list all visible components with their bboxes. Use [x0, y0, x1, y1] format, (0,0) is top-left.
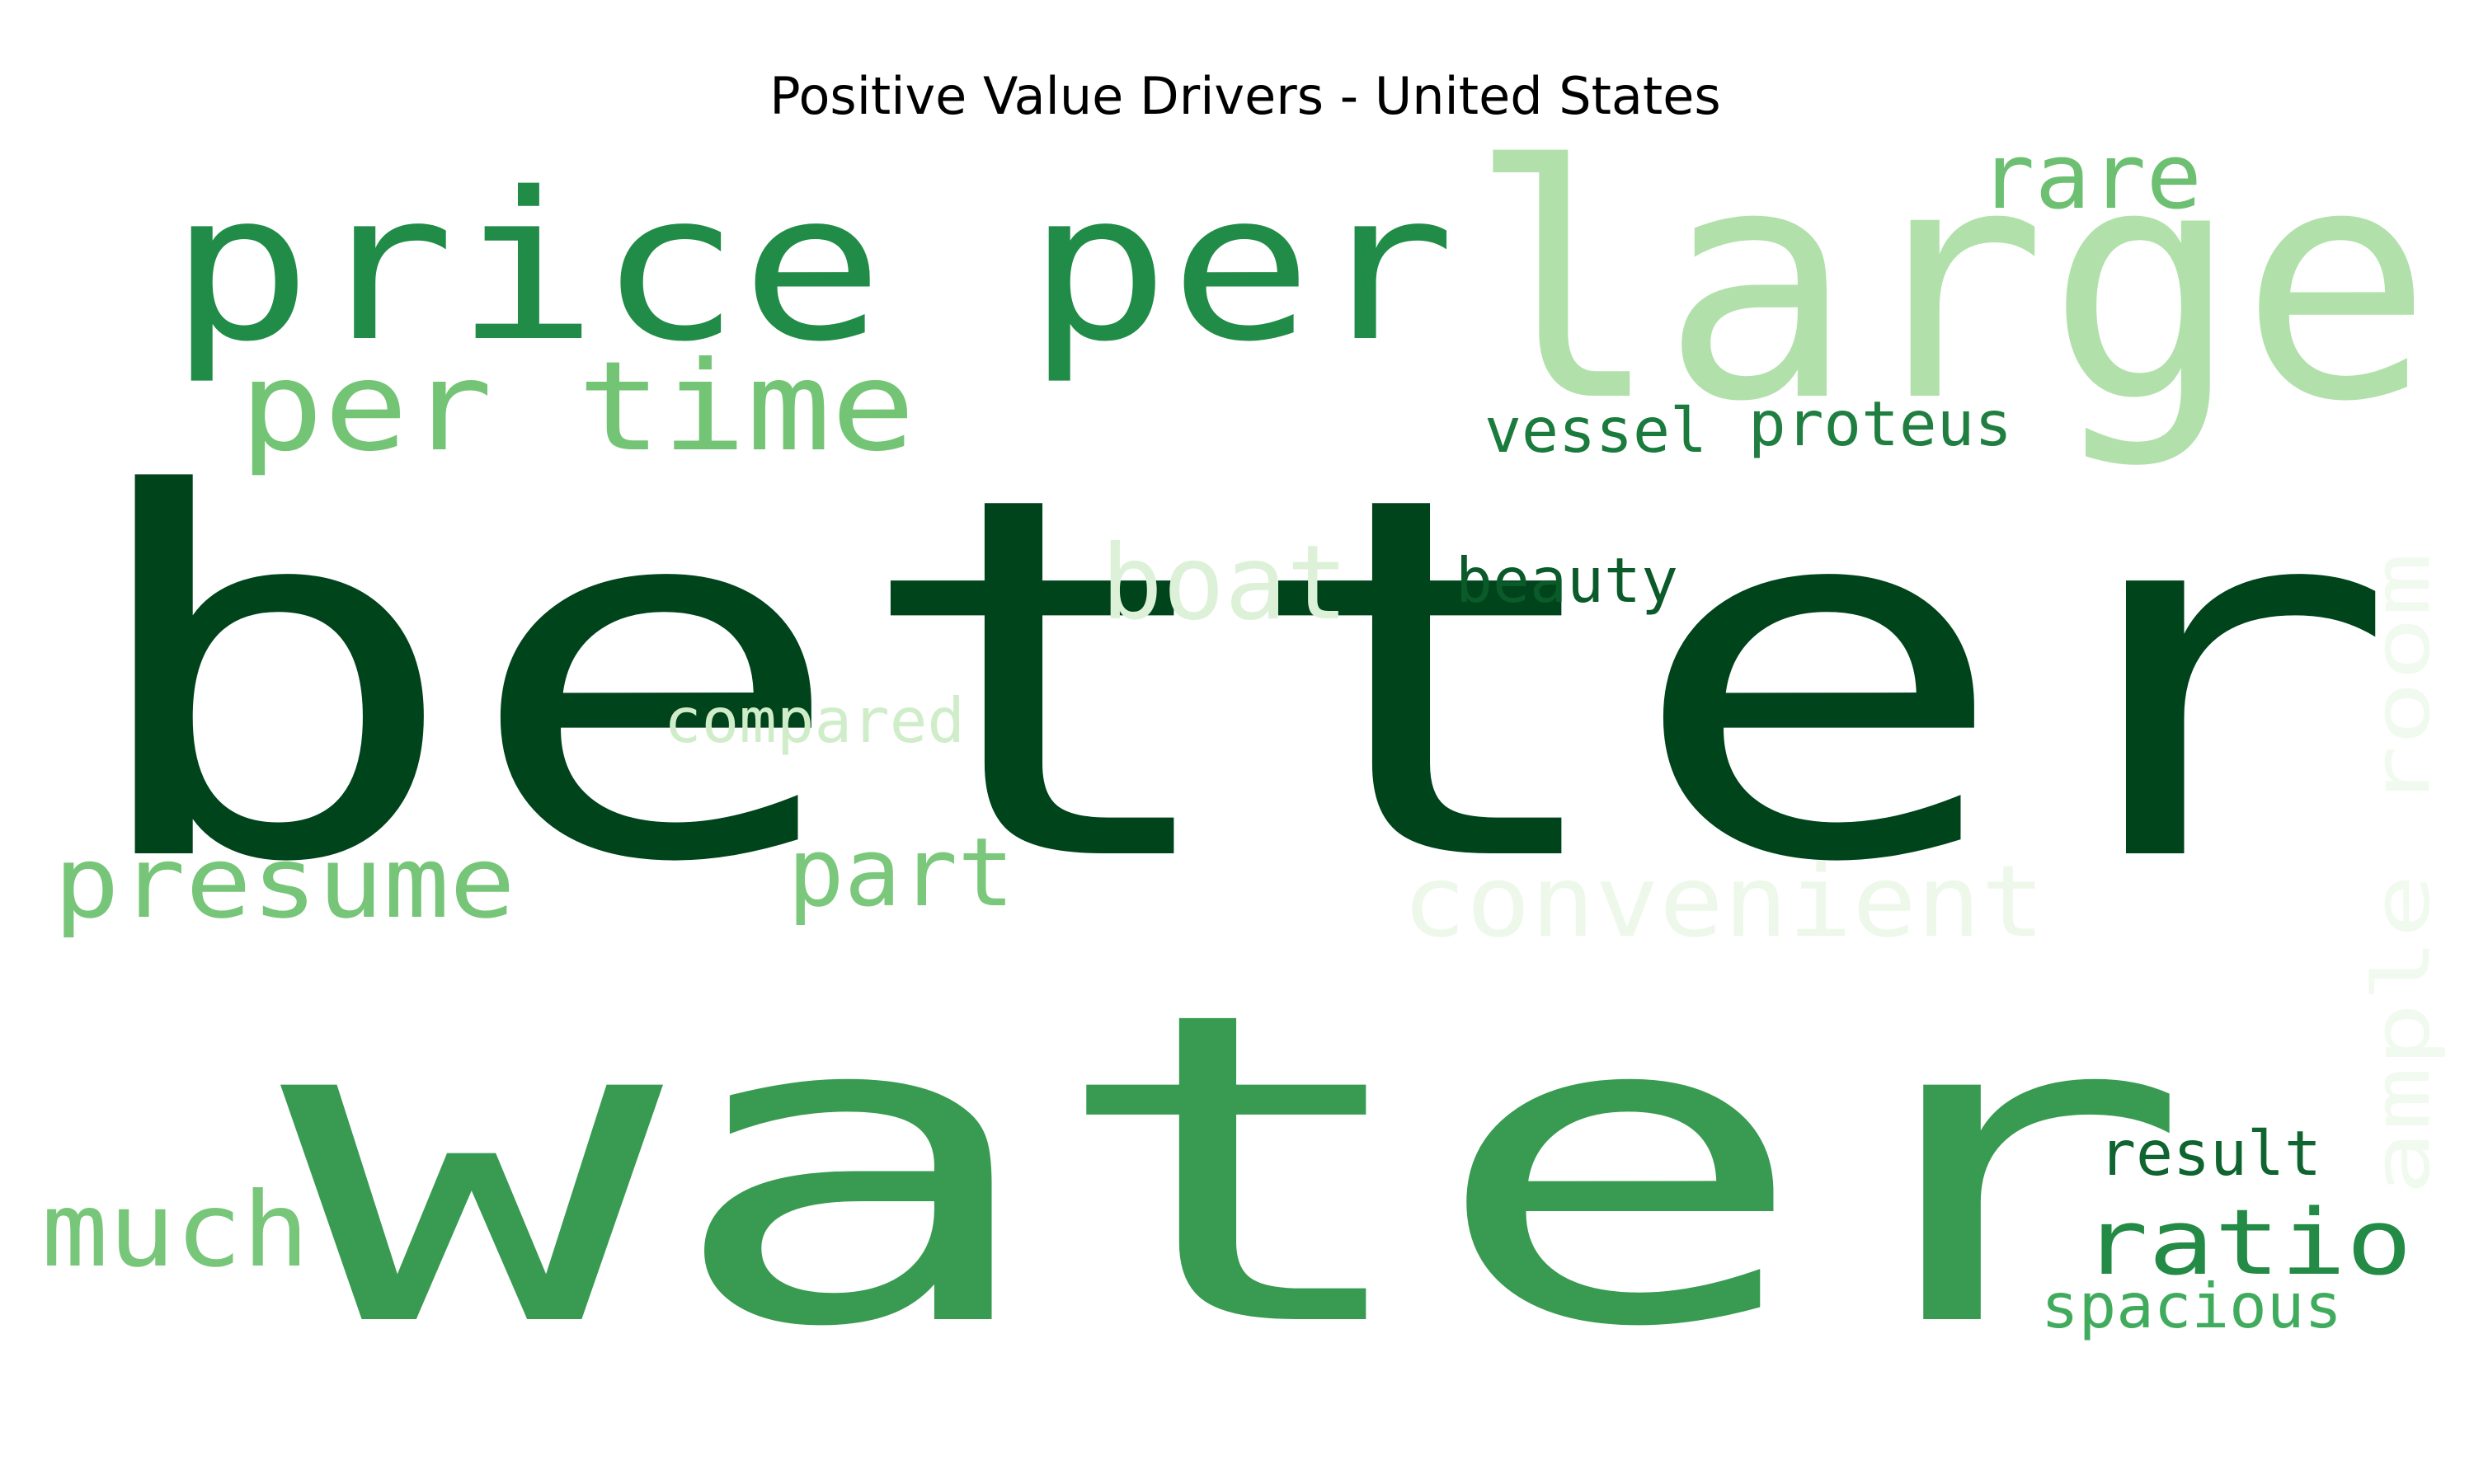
word-much: much [41, 1171, 309, 1290]
word-boat: boat [1101, 524, 1348, 643]
word-part: part [788, 818, 1014, 928]
word-presume: presume [54, 826, 515, 941]
word-spacious: spacious [2041, 1270, 2342, 1342]
word-vessel: vessel [1484, 394, 1707, 467]
word-water: water [280, 921, 2194, 1421]
word-rare: rare [1979, 124, 2202, 229]
word-result: result [2099, 1117, 2321, 1190]
word-convenient: convenient [1402, 845, 2045, 960]
word-beauty: beauty [1456, 544, 1678, 617]
word-per-time: per time [239, 336, 915, 479]
page-title: Positive Value Drivers - United States [769, 66, 1721, 126]
word-compared: compared [664, 684, 965, 757]
word-ratio: ratio [2082, 1190, 2412, 1295]
word-better: better [74, 390, 2400, 971]
word-proteus: proteus [1748, 387, 2012, 460]
word-price-per: price per [169, 149, 1456, 387]
word-large: large [1468, 97, 2433, 472]
word-ample-room: ample room [2357, 552, 2448, 1195]
